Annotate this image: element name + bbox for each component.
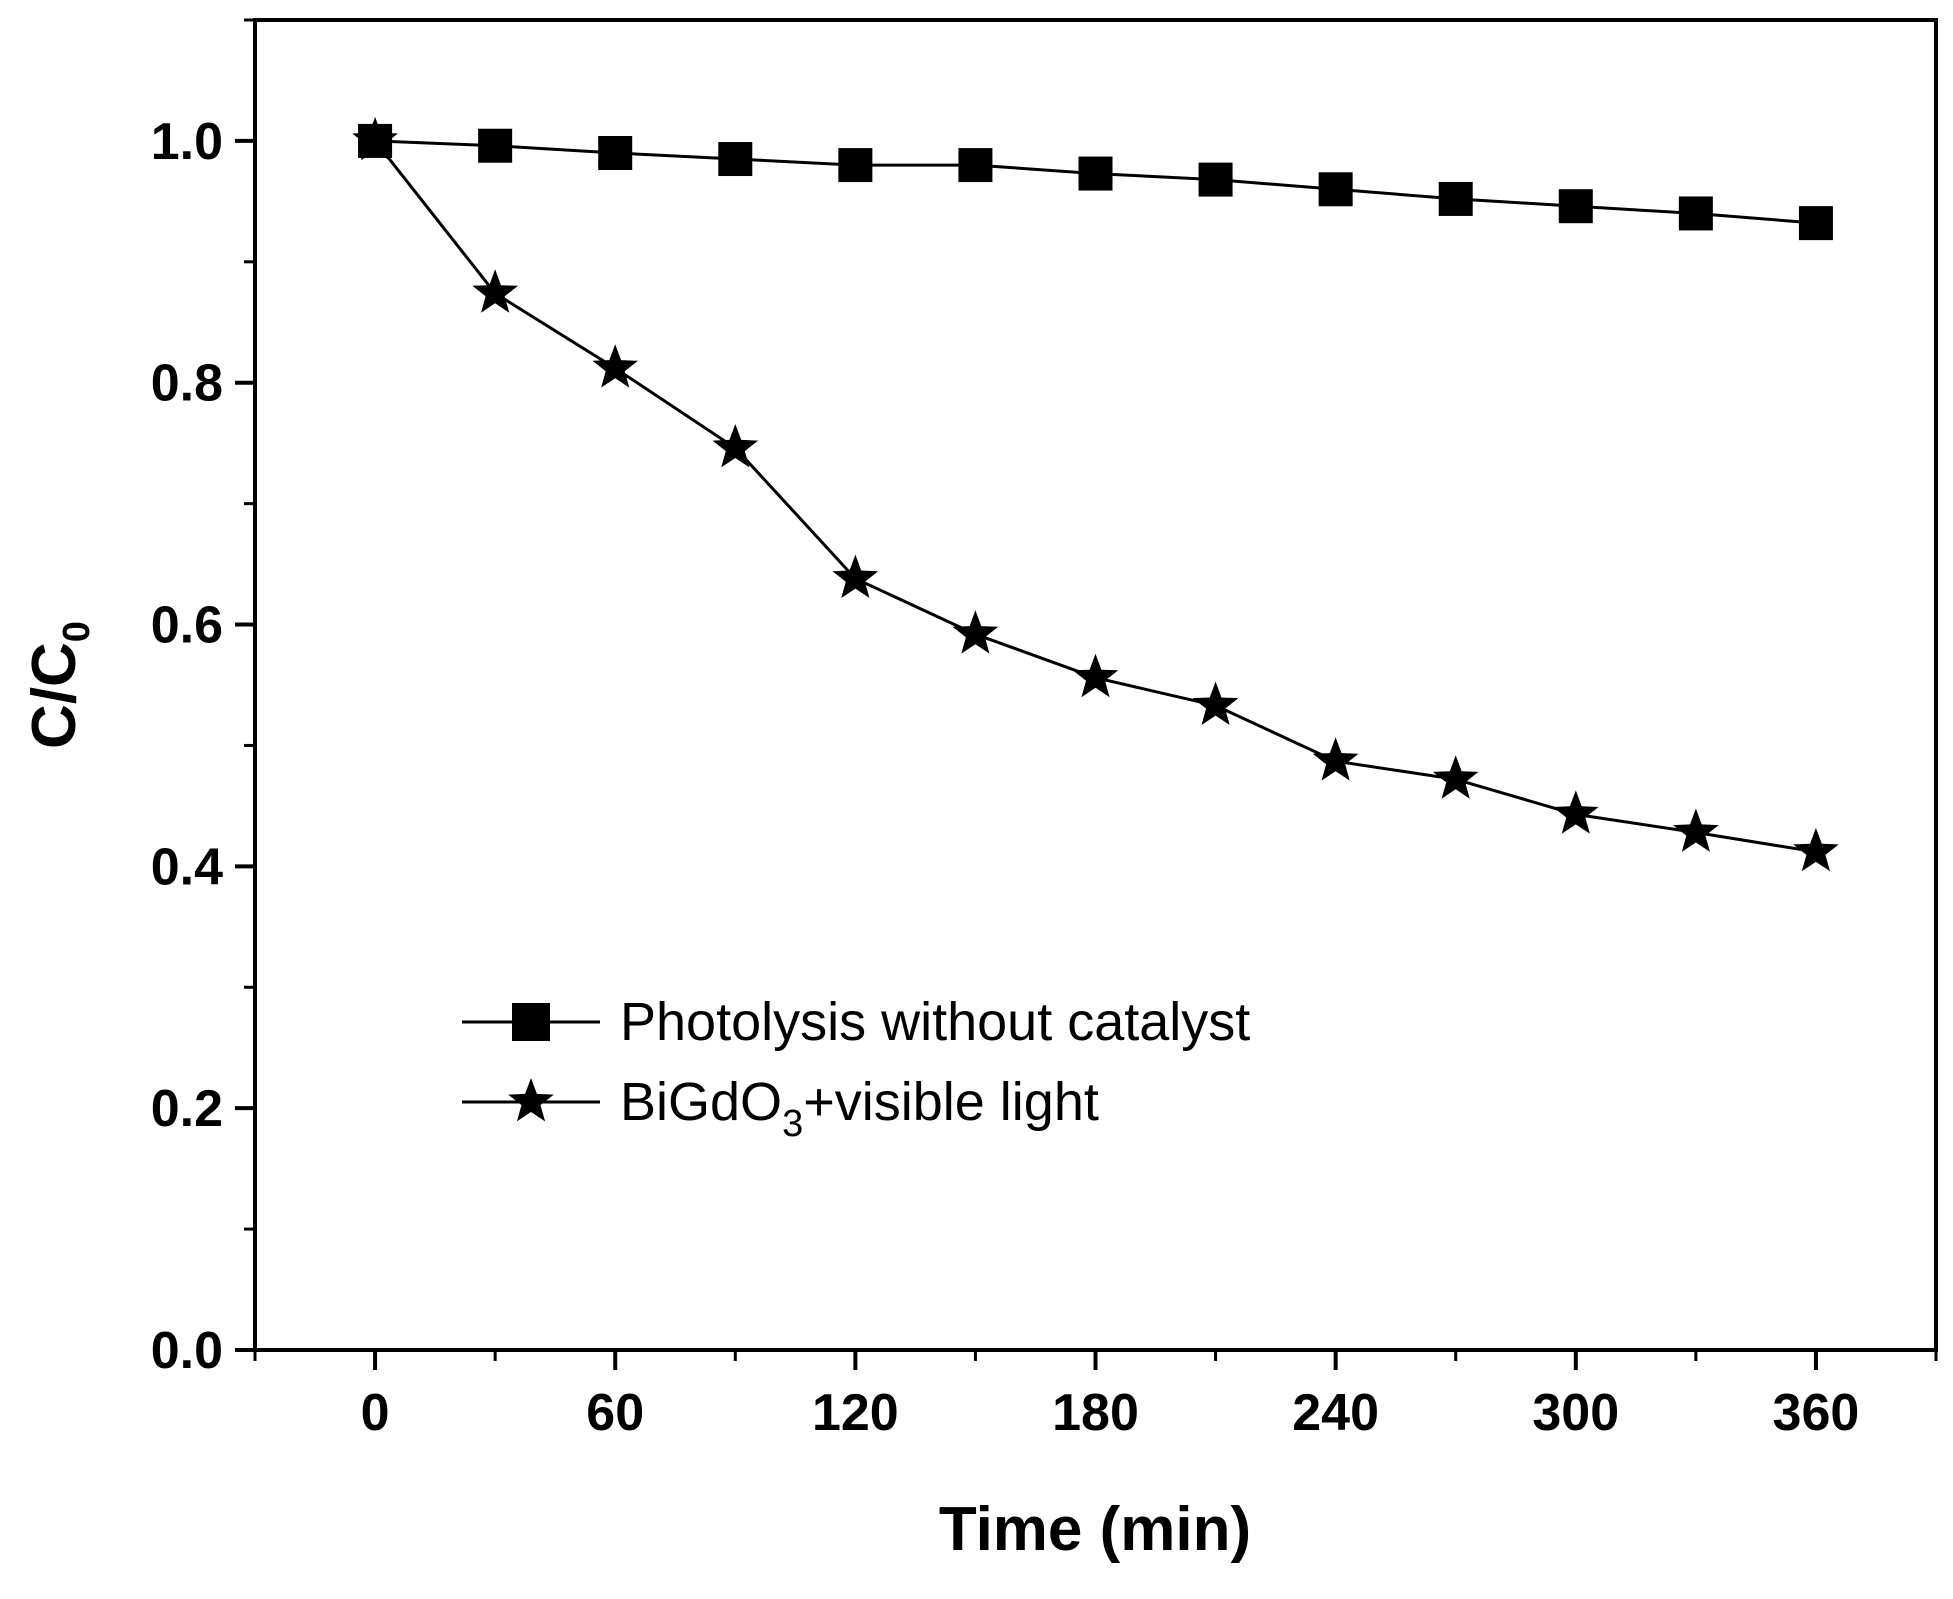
x-tick-label-180: 180 [1052,1384,1139,1442]
x-tick-label-240: 240 [1292,1384,1379,1442]
x-tick-label-60: 60 [586,1384,644,1442]
point-square-150 [958,148,993,183]
point-square-210 [1198,162,1233,197]
point-star-210 [1192,681,1239,725]
point-square-270 [1438,181,1473,216]
point-square-240 [1318,172,1353,207]
legend-label-bigdo3: BiGdO3+visible light [620,1072,1099,1145]
point-star-120 [832,554,879,598]
point-star-90 [712,424,759,468]
y-tick-label-1.0: 1.0 [151,113,223,171]
legend-label-photolysis: Photolysis without catalyst [620,992,1250,1052]
point-square-330 [1678,196,1713,231]
point-star-30 [472,269,518,313]
point-square-30 [478,128,513,163]
point-square-90 [718,142,753,177]
point-star-300 [1553,790,1599,834]
y-tick-label-0.6: 0.6 [151,597,223,655]
point-star-0 [352,116,398,161]
y-axis-ticks: 0.0 0.2 0.4 0.6 0.8 1.0 [151,18,255,1380]
legend-star-shape [508,1078,554,1122]
x-tick-label-120: 120 [812,1384,899,1442]
legend: Photolysis without catalyst BiGdO3+visib… [462,992,1250,1145]
x-tick-label-300: 300 [1532,1384,1619,1442]
y-tick-label-0.4: 0.4 [151,838,223,896]
x-tick-label-0: 0 [361,1384,390,1442]
y-axis-title-main: C/C [20,642,89,749]
x-axis-ticks: 0 60 120 180 240 300 360 [253,1350,1938,1442]
y-tick-label-0.2: 0.2 [151,1080,223,1138]
y-axis-title: C/C0 [20,621,98,749]
series-0 [358,123,1833,241]
point-star-360 [1793,827,1839,872]
point-square-120 [838,148,873,183]
point-star-180 [1072,653,1119,698]
point-star-240 [1312,737,1359,781]
y-tick-label-0.0: 0.0 [151,1322,223,1380]
point-star-270 [1432,755,1479,799]
series-line-1 [373,139,1817,854]
x-axis-title: Time (min) [939,1495,1251,1564]
point-star-150 [952,610,999,654]
point-square-360 [1798,206,1833,241]
y-tick-label-0.8: 0.8 [151,355,223,413]
point-star-330 [1673,808,1719,852]
point-square-180 [1078,156,1113,191]
series-1 [352,116,1839,872]
point-square-60 [598,136,633,170]
point-star-60 [592,344,638,388]
y-axis-title-sub: 0 [56,621,98,642]
point-square-300 [1558,189,1593,224]
series-layer [352,116,1839,872]
x-tick-label-360: 360 [1773,1384,1860,1442]
legend-marker-star [508,1078,554,1122]
legend-marker-square [512,1003,550,1041]
